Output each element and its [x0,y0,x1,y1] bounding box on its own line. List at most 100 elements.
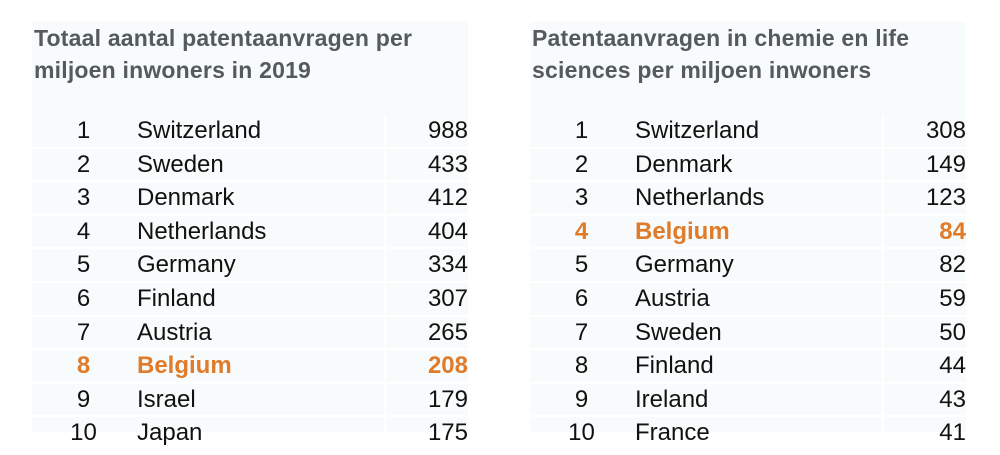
table-row: 8 Belgium 208 [32,348,468,382]
column-divider [882,115,884,147]
column-divider [384,316,386,349]
table-row: 6 Finland 307 [32,280,468,315]
rank-cell: 9 [574,385,589,413]
country-cell: Sweden [137,150,224,178]
table-title-line-1: Totaal aantal patentaanvragen per [34,25,413,51]
column-divider [384,282,386,315]
column-divider [384,148,386,181]
value-cell: 44 [939,352,966,380]
rank-cell: 5 [574,251,589,279]
column-divider [882,350,884,382]
value-cell: 149 [925,150,966,178]
table-row: 9 Israel 179 [32,381,468,416]
country-cell: Austria [635,284,710,312]
country-cell: Belgium [635,217,730,245]
table-panel-total-patents: Totaal aantal patentaanvragen per miljoe… [32,22,468,449]
country-cell: Switzerland [137,117,262,144]
country-cell: Finland [635,352,714,380]
table-row: 10 France 41 [530,415,966,449]
country-cell: Belgium [137,352,232,380]
ranking-table: 1 Switzerland 308 2 Denmark 149 3 Netherlands 12… [530,115,966,449]
rank-cell: 3 [76,184,91,212]
value-cell: 179 [427,385,468,413]
country-cell: Switzerland [635,117,760,144]
rank-cell: 8 [574,352,589,380]
value-cell: 50 [939,318,966,346]
rank-cell: 3 [574,184,589,212]
rank-cell: 2 [574,150,589,178]
column-divider [882,316,884,349]
ranking-table: 1 Switzerland 988 2 Sweden 433 3 Denmark 412 4 Net… [32,115,468,449]
country-cell: Germany [137,251,236,279]
table-row: 5 Germany 334 [32,247,468,281]
value-cell: 82 [939,251,966,279]
table-title-line-2: miljoen inwoners in 2019 [34,57,312,83]
value-cell: 404 [427,217,468,245]
country-cell: Ireland [635,385,709,413]
table-row: 4 Netherlands 404 [32,213,468,248]
rank-cell: 4 [574,217,589,245]
country-cell: Japan [137,419,203,447]
column-divider [384,115,386,147]
table-row: 3 Denmark 412 [32,180,468,214]
table-row: 9 Ireland 43 [530,381,966,416]
column-divider [384,350,386,382]
country-cell: Sweden [635,318,722,346]
table-title-line-1: Patentaanvragen in chemie en life [532,25,910,51]
column-divider [882,148,884,181]
value-cell: 988 [427,117,468,144]
value-cell: 412 [427,184,468,212]
rank-cell: 2 [76,150,91,178]
table-row: 6 Austria 59 [530,280,966,315]
value-cell: 43 [939,385,966,413]
column-divider [384,417,386,449]
rank-cell: 5 [76,251,91,279]
rank-cell: 4 [76,217,91,245]
country-cell: Austria [137,318,212,346]
table-row: 4 Belgium 84 [530,213,966,248]
table-row: 1 Switzerland 308 [530,115,966,147]
table-title-line-2: sciences per miljoen inwoners [532,57,872,83]
rank-cell: 7 [76,318,91,346]
value-cell: 208 [427,352,468,380]
rank-cell: 1 [574,117,589,144]
table-row: 10 Japan 175 [32,415,468,449]
value-cell: 433 [427,150,468,178]
rank-cell: 6 [76,284,91,312]
value-cell: 307 [427,284,468,312]
table-title: Totaal aantal patentaanvragen per miljoe… [34,22,464,86]
table-row: 7 Sweden 50 [530,314,966,349]
table-row: 7 Austria 265 [32,314,468,349]
rank-cell: 10 [568,419,595,447]
table-row: 2 Denmark 149 [530,146,966,181]
column-divider [882,417,884,449]
country-cell: France [635,419,710,447]
value-cell: 175 [427,419,468,447]
column-divider [882,282,884,315]
country-cell: Netherlands [635,184,765,212]
rank-cell: 10 [70,419,97,447]
country-cell: Germany [635,251,734,279]
value-cell: 123 [925,184,966,212]
value-cell: 59 [939,284,966,312]
country-cell: Israel [137,385,196,413]
value-cell: 84 [939,217,966,245]
column-divider [882,249,884,281]
column-divider [882,182,884,214]
country-cell: Denmark [635,150,733,178]
value-cell: 265 [427,318,468,346]
value-cell: 41 [939,419,966,447]
country-cell: Finland [137,284,216,312]
rank-cell: 6 [574,284,589,312]
rank-cell: 8 [76,352,91,380]
country-cell: Netherlands [137,217,267,245]
column-divider [882,215,884,248]
rank-cell: 1 [76,117,91,144]
country-cell: Denmark [137,184,235,212]
table-row: 8 Finland 44 [530,348,966,382]
column-divider [384,383,386,416]
column-divider [384,215,386,248]
value-cell: 334 [427,251,468,279]
table-title: Patentaanvragen in chemie en life scienc… [532,22,962,86]
column-divider [384,249,386,281]
